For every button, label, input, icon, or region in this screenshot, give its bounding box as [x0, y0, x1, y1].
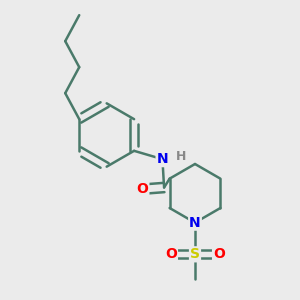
Text: O: O	[136, 182, 148, 196]
Text: N: N	[189, 216, 201, 230]
Text: H: H	[176, 150, 186, 163]
Text: O: O	[165, 247, 177, 261]
Text: O: O	[213, 247, 225, 261]
Text: S: S	[190, 247, 200, 261]
Text: N: N	[157, 152, 168, 166]
